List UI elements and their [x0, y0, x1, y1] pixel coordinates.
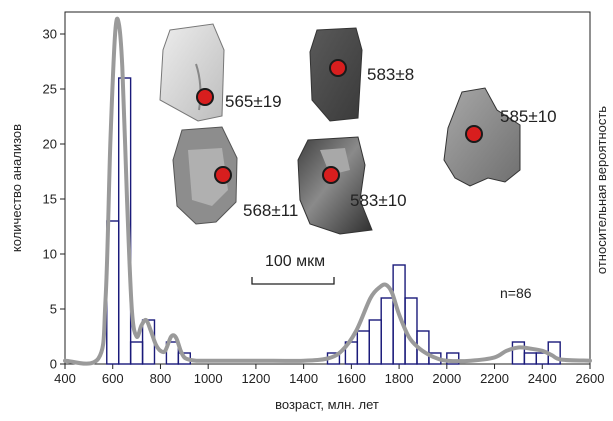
x-tick-label: 2200	[480, 371, 509, 386]
histogram-bar	[446, 352, 460, 365]
zircon-grain-5	[297, 136, 373, 235]
y-tick-label: 20	[43, 137, 57, 152]
x-tick-label: 1400	[289, 371, 318, 386]
grain-age-label-4: 568±11	[243, 201, 298, 220]
y-tick-label: 5	[50, 302, 57, 317]
x-tick-label: 1600	[337, 371, 366, 386]
y-tick-label: 10	[43, 247, 57, 262]
y-tick-label: 30	[43, 27, 57, 42]
grain-age-label-1: 565±19	[225, 92, 282, 111]
zircon-grain-1	[159, 23, 225, 122]
y-tick-label: 0	[50, 357, 57, 372]
x-tick-label: 600	[102, 371, 124, 386]
x-tick-label: 800	[150, 371, 172, 386]
x-tick-label: 1000	[194, 371, 223, 386]
x-tick-label: 2600	[576, 371, 605, 386]
y-tick-label: 15	[43, 192, 57, 207]
histogram-bar	[129, 341, 144, 365]
analysis-spot	[214, 166, 232, 184]
axis-ticks: 400 600 800 1000 1200 1400 1600 1800 2000 2200 240…	[43, 27, 605, 387]
x-tick-label: 2400	[528, 371, 557, 386]
sample-count-label: n=86	[500, 285, 532, 301]
probability-curve	[63, 16, 592, 366]
scale-bar-label: 100 мкм	[265, 253, 325, 270]
zircon-grain-4	[172, 126, 238, 225]
x-axis-title: возраст, млн. лет	[275, 397, 379, 412]
scale-bar	[251, 277, 335, 285]
x-tick-label: 400	[54, 371, 76, 386]
zircon-grain-2	[309, 27, 363, 122]
x-tick-label: 1800	[385, 371, 414, 386]
grain-age-label-2: 583±8	[367, 65, 414, 84]
histogram-bar	[523, 352, 538, 365]
analysis-spot	[196, 88, 214, 106]
histogram-bar	[356, 330, 370, 365]
histogram-bar	[380, 297, 394, 365]
y-axis-title-right: относительная вероятность	[594, 106, 609, 274]
grain-age-label-5: 583±10	[350, 191, 407, 210]
histogram-bar	[368, 319, 382, 365]
analysis-spot	[465, 125, 483, 143]
x-tick-label: 1200	[241, 371, 270, 386]
y-tick-label: 25	[43, 82, 57, 97]
analysis-spot	[329, 59, 347, 77]
grain-age-label-3: 585±10	[500, 107, 557, 126]
zircon-grain-3	[443, 87, 521, 187]
x-tick-label: 2000	[432, 371, 461, 386]
y-axis-title: количество анализов	[9, 124, 24, 252]
analysis-spot	[322, 166, 340, 184]
histogram-bar	[511, 341, 526, 365]
